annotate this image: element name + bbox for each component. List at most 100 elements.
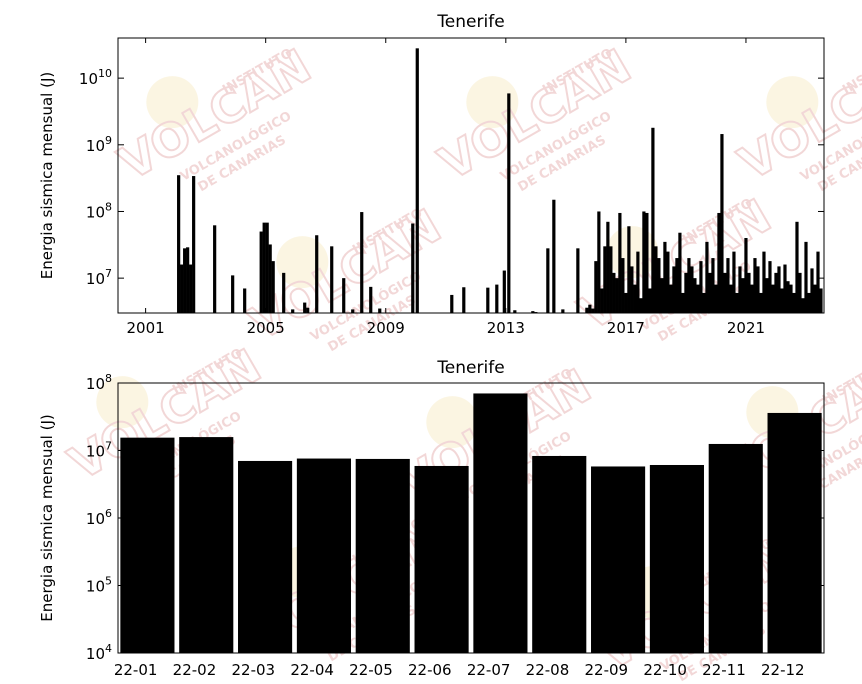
chart-bottom: Tenerife 22-01 22-02 22-03 22-04 22-05 22-06 22… — [38, 358, 825, 679]
y-tick-label: 104 — [86, 642, 112, 663]
x-tick-label: 2001 — [127, 319, 165, 337]
bar — [804, 241, 808, 313]
bar — [600, 288, 604, 313]
bar — [771, 284, 775, 313]
x-tick-label: 22-07 — [467, 661, 511, 679]
bar — [330, 246, 334, 313]
bar — [780, 288, 784, 313]
bar — [649, 464, 704, 653]
bar — [597, 211, 601, 313]
bar — [675, 258, 679, 313]
bar — [360, 212, 364, 313]
bar — [768, 261, 772, 313]
bar — [720, 134, 724, 313]
x-tick-label: 22-06 — [408, 661, 452, 679]
bar — [816, 251, 820, 313]
bar — [624, 292, 628, 313]
bar — [606, 221, 610, 313]
bar — [786, 281, 790, 313]
bar — [495, 284, 499, 313]
bar — [753, 258, 757, 313]
bar — [696, 284, 700, 313]
y-tick-label: 109 — [86, 134, 112, 155]
bar — [231, 275, 235, 313]
x-tick-label: 22-10 — [643, 661, 687, 679]
x-tick-label: 22-09 — [585, 661, 629, 679]
bar — [708, 272, 712, 313]
x-tick-label: 22-08 — [526, 661, 570, 679]
bar — [738, 266, 742, 313]
bar — [612, 272, 616, 313]
y-axis-label: Energia sismica mensual (J) — [38, 414, 56, 621]
bar — [717, 212, 721, 313]
bar — [747, 272, 751, 313]
y-tick-label: 1010 — [79, 67, 112, 88]
bar — [192, 176, 196, 313]
bar — [744, 238, 748, 313]
y-tick-label: 108 — [86, 200, 112, 221]
bar — [306, 307, 310, 313]
bar — [369, 286, 373, 313]
x-tick-label: 22-02 — [173, 661, 217, 679]
bar — [621, 258, 625, 313]
bar — [552, 199, 556, 313]
bar — [243, 288, 247, 313]
y-tick-label: 106 — [86, 507, 112, 528]
bar — [663, 241, 667, 313]
bar — [630, 266, 634, 313]
bar — [699, 261, 703, 313]
watermark-sun-icon — [146, 76, 199, 129]
watermark-sun-icon — [96, 376, 149, 429]
bar — [585, 307, 589, 313]
bar — [693, 278, 697, 313]
chart-title: Tenerife — [436, 358, 504, 378]
bar — [213, 225, 217, 313]
bar — [462, 287, 466, 313]
bar — [546, 248, 550, 313]
bar — [576, 248, 580, 313]
y-tick-label: 108 — [86, 372, 112, 393]
bar — [756, 266, 760, 313]
bar — [690, 266, 694, 313]
x-tick-label: 2021 — [727, 319, 765, 337]
bar — [603, 246, 607, 313]
y-axis-label: Energia sismica mensual (J) — [38, 72, 56, 279]
bar — [351, 309, 355, 313]
bar — [120, 437, 175, 653]
bar — [633, 284, 637, 313]
bar — [687, 258, 691, 313]
bar — [177, 175, 181, 313]
bar — [651, 127, 655, 313]
bar — [378, 308, 382, 313]
bar — [759, 292, 763, 313]
bar — [672, 266, 676, 313]
y-tick-label: 107 — [86, 440, 112, 461]
x-tick-label: 22-03 — [232, 661, 276, 679]
bar — [265, 222, 269, 313]
x-tick-label: 2009 — [367, 319, 405, 337]
chart-top: Tenerife 2001 2005 2009 2013 2017 2021 107 108 10… — [38, 12, 825, 337]
bar — [789, 284, 793, 313]
bar — [303, 302, 307, 313]
bar — [762, 251, 766, 313]
bar — [732, 251, 736, 313]
watermark-sun-icon — [426, 396, 479, 449]
bar — [355, 458, 410, 653]
bar — [666, 251, 670, 313]
bar — [561, 309, 565, 313]
x-tick-label: 22-01 — [114, 661, 158, 679]
bar — [618, 212, 622, 313]
bar — [750, 284, 754, 313]
x-tick-label: 2017 — [607, 319, 645, 337]
bar — [648, 288, 652, 313]
bar — [767, 412, 822, 653]
bar — [594, 261, 598, 313]
bar — [414, 465, 469, 653]
x-tick-label: 22-11 — [702, 661, 746, 679]
bar — [723, 272, 727, 313]
bar — [792, 292, 796, 313]
bar — [183, 248, 187, 313]
bar — [615, 278, 619, 313]
bar — [639, 298, 643, 313]
